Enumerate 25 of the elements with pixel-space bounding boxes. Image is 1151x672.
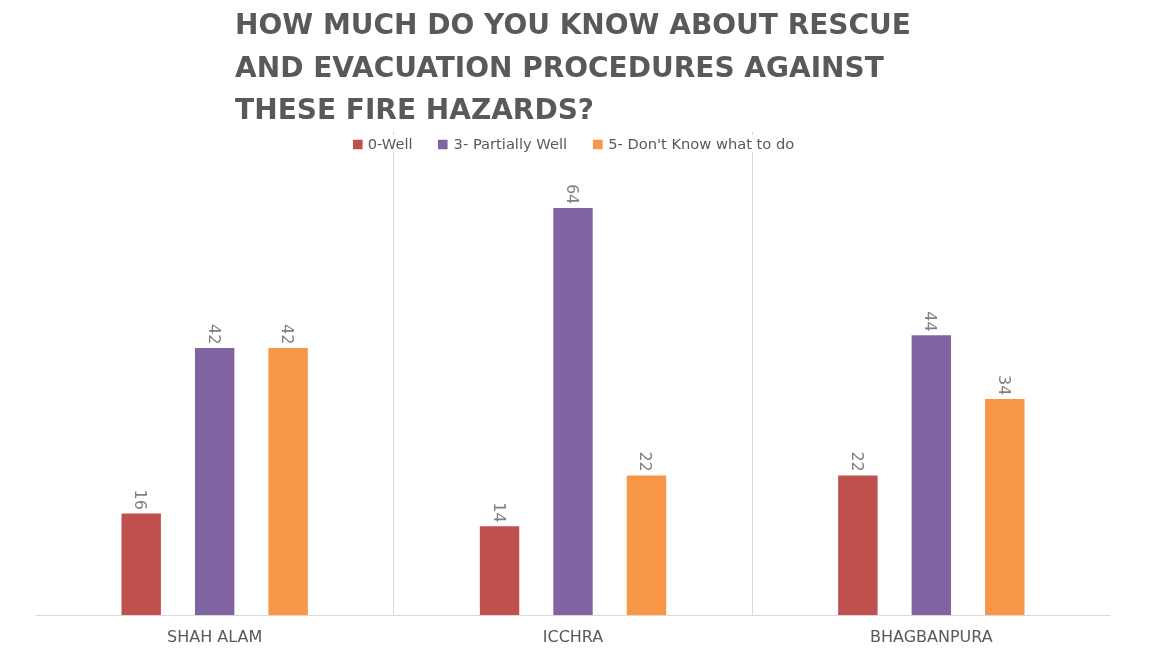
x-tick-label: SHAH ALAM xyxy=(167,626,263,646)
data-label: 22 xyxy=(636,451,656,472)
data-label: 42 xyxy=(204,324,224,345)
data-label: 34 xyxy=(994,374,1014,396)
bar xyxy=(479,526,520,616)
bar xyxy=(985,398,1025,616)
data-label: 64 xyxy=(563,183,582,205)
bar xyxy=(911,335,952,616)
data-label: 16 xyxy=(131,489,151,510)
data-label: 44 xyxy=(921,311,941,332)
data-label: 42 xyxy=(278,324,298,345)
bar xyxy=(838,475,878,616)
bar xyxy=(194,348,235,616)
legend-label: 0-Well xyxy=(367,135,413,152)
data-label: 22 xyxy=(847,451,867,472)
x-tick-label: ICCHRA xyxy=(542,626,604,646)
legend-label: 5- Don't Know what to do xyxy=(608,135,795,152)
x-tick-label: BHAGBANPURA xyxy=(869,626,993,646)
bar xyxy=(121,513,161,616)
bar xyxy=(553,207,593,616)
bar xyxy=(268,348,308,616)
data-label: 14 xyxy=(489,502,509,523)
legend-label: 3- Partially Well xyxy=(453,135,568,152)
chart-title: HOW MUCH DO YOU KNOW ABOUT RESCUE AND EVACUATION PROCEDURES AGAINST THESE FIRE HAZARDS? xyxy=(235,7,911,127)
bar xyxy=(626,475,667,616)
